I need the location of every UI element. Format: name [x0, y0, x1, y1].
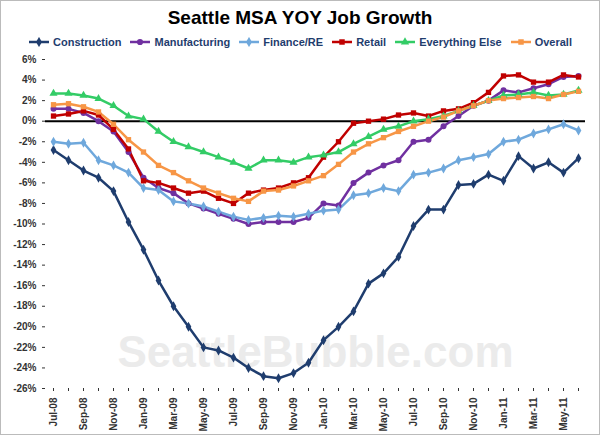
- svg-text:-2%: -2%: [19, 136, 37, 147]
- svg-text:Sep-08: Sep-08: [78, 397, 89, 430]
- svg-text:0%: 0%: [22, 115, 37, 126]
- svg-text:Nov-10: Nov-10: [468, 397, 479, 431]
- svg-text:Nov-08: Nov-08: [108, 397, 119, 431]
- svg-text:-18%: -18%: [13, 300, 36, 311]
- svg-text:-16%: -16%: [13, 280, 36, 291]
- svg-text:Mar-09: Mar-09: [168, 397, 179, 430]
- svg-text:Jan-10: Jan-10: [318, 397, 329, 429]
- svg-text:Mar-11: Mar-11: [528, 397, 539, 429]
- svg-text:May-10: May-10: [378, 397, 389, 431]
- svg-text:-26%: -26%: [13, 383, 36, 394]
- svg-text:Jan-11: Jan-11: [498, 397, 509, 429]
- svg-text:May-09: May-09: [198, 397, 209, 431]
- svg-text:Jul-10: Jul-10: [408, 397, 419, 426]
- svg-text:-20%: -20%: [13, 321, 36, 332]
- svg-text:-4%: -4%: [19, 157, 37, 168]
- svg-text:4%: 4%: [22, 74, 37, 85]
- html-text:Everything Else: Everything Else: [419, 36, 502, 48]
- svg-text:-24%: -24%: [13, 362, 36, 373]
- svg-text:-8%: -8%: [19, 198, 37, 209]
- svg-text:-12%: -12%: [13, 239, 36, 250]
- html-text:Construction: Construction: [53, 36, 122, 48]
- svg-text:2%: 2%: [22, 95, 37, 106]
- html-text:Finance/RE: Finance/RE: [263, 36, 324, 48]
- html-text:Overall: Overall: [534, 36, 572, 48]
- svg-text:-6%: -6%: [19, 177, 37, 188]
- svg-text:Nov-09: Nov-09: [288, 397, 299, 431]
- svg-text:SeattleBubble.com: SeattleBubble.com: [117, 326, 514, 376]
- svg-text:-22%: -22%: [13, 342, 36, 353]
- svg-text:-14%: -14%: [13, 259, 36, 270]
- svg-text:Sep-10: Sep-10: [438, 397, 449, 430]
- svg-text:May-11: May-11: [558, 397, 569, 431]
- svg-text:Sep-09: Sep-09: [258, 397, 269, 430]
- svg-text:Mar-10: Mar-10: [348, 397, 359, 430]
- svg-text:Jan-09: Jan-09: [138, 397, 149, 429]
- svg-text:-10%: -10%: [13, 218, 36, 229]
- html-text:Seattle MSA YOY Job Growth: Seattle MSA YOY Job Growth: [167, 7, 433, 28]
- html-text:Manufacturing: Manufacturing: [154, 36, 231, 48]
- svg-text:Jul-09: Jul-09: [228, 397, 239, 426]
- svg-text:Jul-08: Jul-08: [48, 397, 59, 426]
- svg-text:6%: 6%: [22, 54, 37, 65]
- html-text:Retail: Retail: [356, 36, 387, 48]
